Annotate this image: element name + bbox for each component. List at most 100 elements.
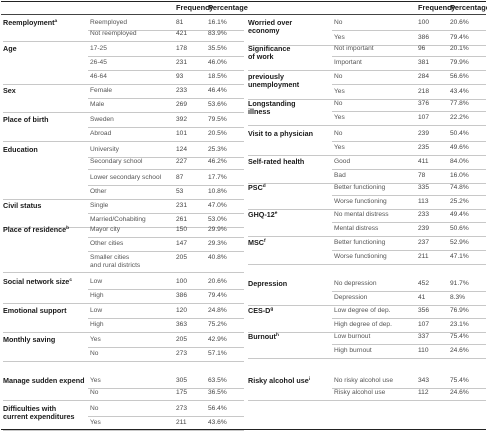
percentage-value: 43.6% — [208, 419, 227, 426]
percentage-value: 75.2% — [208, 321, 227, 328]
variable-label: Reemploymenta — [3, 18, 58, 27]
frequency-value: 411 — [418, 158, 429, 165]
percentage-value: 35.5% — [208, 45, 227, 52]
frequency-value: 110 — [418, 347, 429, 354]
frequency-value: 205 — [176, 336, 188, 343]
group-rule — [248, 263, 486, 265]
percentage-value: 25.2% — [450, 198, 469, 205]
row-rule — [332, 317, 486, 319]
frequency-value: 53 — [176, 188, 184, 195]
frequency-value: 337 — [418, 333, 430, 340]
percentage-value: 10.8% — [208, 188, 227, 195]
variable-label-line2: illness — [248, 107, 271, 117]
frequency-value: 261 — [176, 216, 188, 223]
category-label: Worse functioning — [334, 198, 387, 205]
category-label: No — [334, 19, 343, 26]
category-label: Smaller cities — [90, 254, 130, 261]
category-label: Yes — [334, 114, 345, 121]
category-label: 26-45 — [90, 59, 107, 66]
row-rule — [332, 140, 486, 142]
category-label: Yes — [90, 336, 101, 343]
group-rule — [3, 198, 244, 200]
variable-label-line2: unemployment — [248, 80, 300, 90]
category-label: No depression — [334, 280, 377, 287]
group-rule — [248, 357, 486, 359]
frequency-value: 178 — [176, 45, 188, 52]
category-label: Not important — [334, 45, 374, 52]
category-label: Other cities — [90, 240, 124, 247]
category-label: No — [90, 405, 99, 412]
frequency-value: 356 — [418, 307, 430, 314]
percentage-value: 52.9% — [450, 239, 469, 246]
group-rule — [3, 360, 244, 362]
category-label-line2: and rural districts — [90, 262, 141, 270]
frequency-value: 101 — [176, 130, 188, 137]
category-label: No risky alcohol use — [334, 377, 394, 384]
frequency-value: 284 — [418, 73, 430, 80]
category-label: High burnout — [334, 347, 372, 354]
percentage-value: 47.1% — [450, 253, 469, 260]
frequency-value: 452 — [418, 280, 430, 287]
group-rule — [248, 331, 486, 333]
group-rule — [248, 69, 486, 71]
header-rule — [1, 14, 486, 15]
category-label: No mental distress — [334, 211, 389, 218]
frequency-value: 107 — [418, 321, 430, 328]
category-label: Risky alcohol use — [334, 389, 386, 396]
frequency-value: 93 — [176, 73, 184, 80]
percentage-value: 46.4% — [208, 87, 227, 94]
frequency-value: 87 — [176, 174, 184, 181]
category-label: High degree of dep. — [334, 321, 392, 328]
group-rule — [3, 111, 244, 113]
row-rule — [88, 288, 244, 290]
frequency-value: 239 — [418, 225, 430, 232]
row-rule — [88, 387, 244, 389]
category-label: Male — [90, 101, 105, 108]
category-label: Important — [334, 59, 362, 66]
frequency-value: 211 — [418, 253, 429, 260]
percentage-value: 83.9% — [208, 30, 227, 37]
category-label: 46-64 — [90, 73, 107, 80]
frequency-value: 239 — [418, 130, 430, 137]
frequency-value: 124 — [176, 146, 188, 153]
variable-label: Sex — [3, 86, 16, 95]
variable-label: Visit to a physician — [248, 129, 313, 138]
frequency-value: 335 — [418, 184, 430, 191]
category-label: Good — [334, 158, 351, 165]
variable-label: Monthly saving — [3, 335, 56, 344]
footnote-marker: a — [54, 19, 58, 24]
category-label: Low burnout — [334, 333, 371, 340]
category-label: Sweden — [90, 116, 114, 123]
group-rule — [248, 154, 486, 156]
category-label: Low — [90, 307, 103, 314]
row-rule — [332, 110, 486, 112]
frequency-value: 381 — [418, 59, 430, 66]
percentage-value: 49.6% — [450, 144, 469, 151]
percentage-value: 53.6% — [208, 101, 227, 108]
variable-label: CES-Dg — [248, 306, 274, 315]
row-rule — [332, 168, 486, 170]
frequency-value: 120 — [176, 307, 188, 314]
percentage-value: 76.9% — [450, 307, 469, 314]
category-label: Reemployed — [90, 19, 128, 26]
footnote-marker: c — [69, 278, 72, 283]
category-label: Yes — [334, 88, 345, 95]
header-percentage-left: Percentage — [208, 3, 248, 12]
frequency-value: 150 — [176, 226, 188, 233]
percentage-value: 40.8% — [208, 254, 227, 261]
frequency-value: 386 — [176, 292, 188, 299]
category-label: Lower secondary school — [90, 174, 162, 181]
variable-label: Civil status — [3, 201, 42, 210]
frequency-value: 211 — [176, 419, 187, 426]
row-rule — [88, 415, 244, 417]
footnote-marker: e — [274, 211, 278, 216]
group-rule — [248, 208, 486, 210]
variable-label: PSCd — [248, 183, 266, 192]
group-rule — [248, 399, 486, 401]
category-label: Abroad — [90, 130, 112, 137]
category-label: High — [90, 321, 104, 328]
variable-label: Burnouth — [248, 332, 279, 341]
percentage-value: 16.1% — [208, 19, 227, 26]
percentage-value: 24.6% — [450, 347, 469, 354]
